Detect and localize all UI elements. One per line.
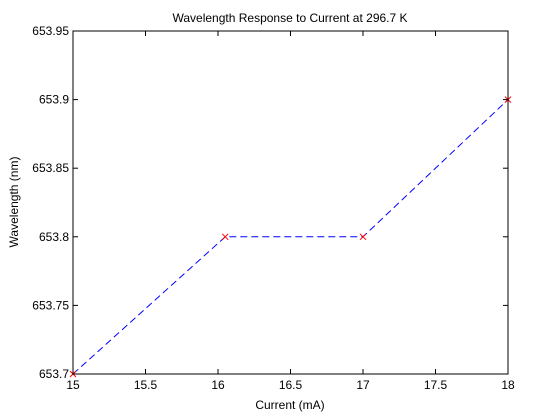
data-point-marker xyxy=(221,233,229,241)
x-tick-label: 17.5 xyxy=(424,378,448,392)
chart-title: Wavelength Response to Current at 296.7 … xyxy=(172,11,407,25)
y-tick-label: 653.7 xyxy=(39,367,69,381)
plot-area xyxy=(73,31,508,374)
x-axis-label: Current (mA) xyxy=(255,398,324,412)
x-tick-label: 18 xyxy=(501,378,515,392)
x-tick-label: 15 xyxy=(66,378,80,392)
y-axis-label: Wavelength (nm) xyxy=(7,157,21,248)
y-tick-label: 653.9 xyxy=(39,93,69,107)
series-line xyxy=(72,99,509,375)
x-tick-label: 17 xyxy=(356,378,370,392)
series-layer xyxy=(69,96,512,378)
data-point-marker xyxy=(359,233,367,241)
x-tick-label: 16.5 xyxy=(279,378,303,392)
y-tick-label: 653.75 xyxy=(32,298,69,312)
plot-frame xyxy=(72,30,509,375)
x-tick-label: 15.5 xyxy=(134,378,158,392)
y-tick-label: 653.95 xyxy=(32,24,69,38)
y-tick-label: 653.85 xyxy=(32,161,69,175)
y-tick-label: 653.8 xyxy=(39,230,69,244)
x-tick-label: 16 xyxy=(211,378,225,392)
